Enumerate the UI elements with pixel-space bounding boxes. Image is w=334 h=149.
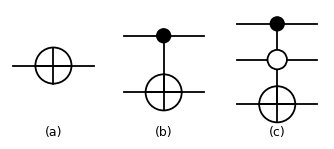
Text: (b): (b)	[155, 126, 172, 139]
Ellipse shape	[270, 17, 284, 31]
Text: (a): (a)	[45, 126, 62, 139]
Text: (c): (c)	[269, 126, 286, 139]
Ellipse shape	[157, 29, 171, 43]
Ellipse shape	[268, 50, 287, 69]
